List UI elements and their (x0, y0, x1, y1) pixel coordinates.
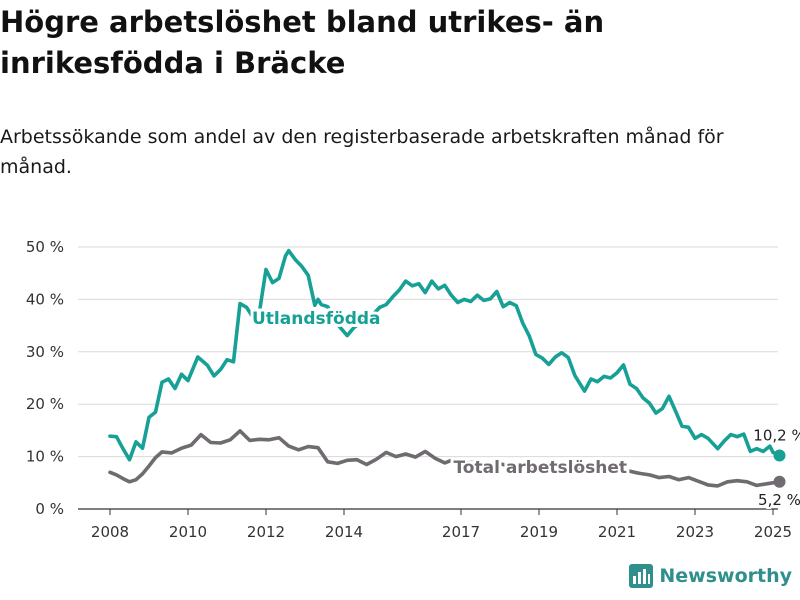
y-tick-label: 10 % (26, 448, 64, 466)
y-tick-label: 30 % (26, 343, 64, 361)
series-name-label: Utlandsfödda (252, 309, 381, 329)
y-tick-label: 50 % (26, 238, 64, 256)
series-lines (108, 248, 786, 488)
newsworthy-brand: Newsworthy (629, 562, 792, 590)
series-line (108, 429, 782, 488)
y-tick-label: 20 % (26, 395, 64, 413)
brand-name: Newsworthy (659, 565, 792, 587)
x-tick-label: 2014 (325, 523, 363, 541)
series-name-label: Total arbetslöshet (453, 458, 627, 478)
series-end-marker (773, 449, 786, 462)
x-tick-label: 2010 (169, 523, 207, 541)
series-line (108, 248, 782, 462)
x-tick-label: 2021 (598, 523, 636, 541)
chart-title: Högre arbetslöshet bland utrikes- än inr… (0, 5, 605, 80)
y-tick-label: 40 % (26, 290, 64, 308)
newsworthy-logo-icon (629, 564, 654, 588)
series-end-label: 5,2 % (758, 491, 800, 509)
series-end-marker (773, 475, 786, 488)
x-tick-label: 2025 (754, 523, 792, 541)
x-tick-label: 2023 (676, 523, 714, 541)
grid-lines (78, 246, 778, 510)
chart-subtitle: Arbetssökande som andel av den registerb… (0, 126, 724, 178)
x-tick-label: 2017 (442, 523, 480, 541)
y-axis: 0 % 10 % 20 % 30 % 40 % 50 % (26, 238, 64, 518)
x-tick-label: 2019 (520, 523, 558, 541)
series-end-label: 10,2 % (753, 427, 800, 445)
x-axis: 2008 2010 2012 2014 2017 2019 2021 2023 2025 (91, 509, 792, 541)
y-tick-label: 0 % (35, 500, 64, 518)
series-labels: 10,2 % 5,2 % Utlandsfödda Total arbetslöshe… (249, 306, 800, 511)
x-tick-label: 2008 (91, 523, 129, 541)
x-tick-label: 2012 (247, 523, 285, 541)
